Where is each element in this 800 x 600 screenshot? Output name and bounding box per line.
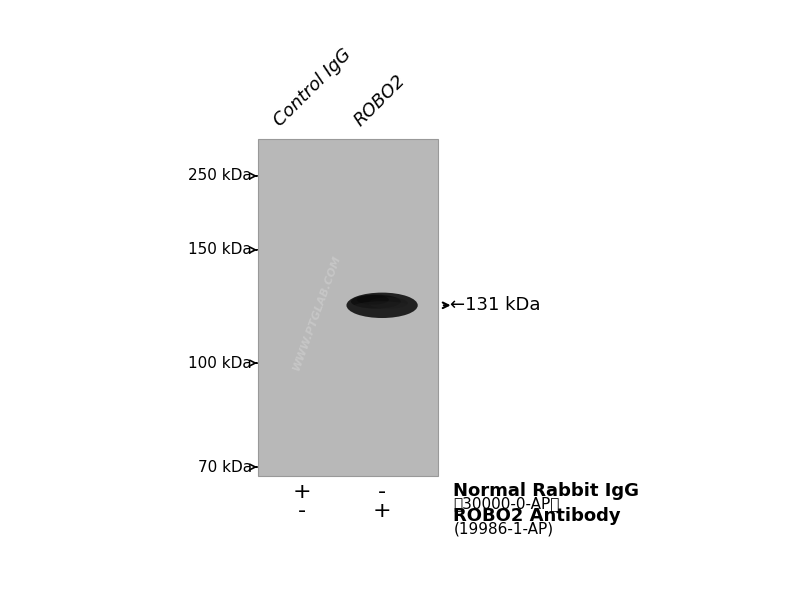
Ellipse shape	[369, 297, 408, 309]
Text: -: -	[378, 482, 386, 502]
Text: 250 kDa: 250 kDa	[188, 169, 252, 184]
Bar	[258, 139, 438, 476]
Text: -: -	[298, 501, 306, 521]
Ellipse shape	[346, 293, 418, 318]
Text: +: +	[292, 482, 311, 502]
Text: ROBO2: ROBO2	[350, 71, 409, 130]
Text: 70 kDa: 70 kDa	[198, 460, 252, 475]
Text: 100 kDa: 100 kDa	[188, 356, 252, 371]
Text: 150 kDa: 150 kDa	[188, 242, 252, 257]
Text: Normal Rabbit IgG: Normal Rabbit IgG	[454, 482, 639, 500]
Text: +: +	[373, 501, 391, 521]
Text: WWW.PTGLAB.COM: WWW.PTGLAB.COM	[291, 253, 342, 371]
Text: Control IgG: Control IgG	[270, 45, 355, 130]
Ellipse shape	[357, 295, 389, 305]
Text: （30000-0-AP）: （30000-0-AP）	[454, 496, 560, 511]
Text: ROBO2 Antibody: ROBO2 Antibody	[454, 508, 621, 526]
Text: (19986-1-AP): (19986-1-AP)	[454, 522, 554, 537]
Ellipse shape	[351, 295, 401, 308]
Text: ←131 kDa: ←131 kDa	[450, 296, 541, 314]
Ellipse shape	[352, 301, 413, 314]
